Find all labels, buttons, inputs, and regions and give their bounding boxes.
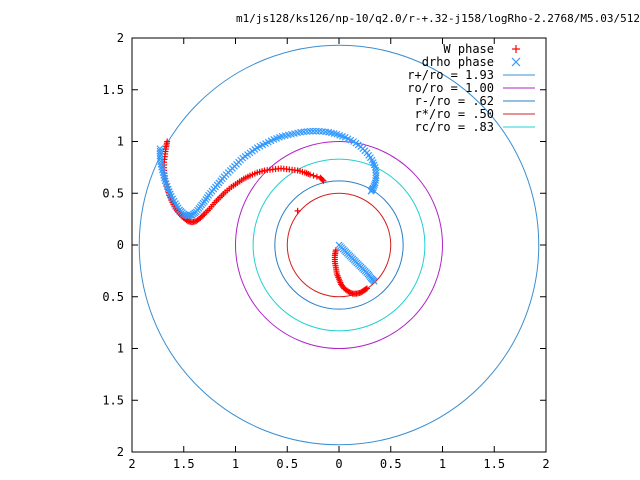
data-point <box>306 127 314 135</box>
y-tick-label: 1.5 <box>102 393 124 407</box>
data-point <box>312 127 320 135</box>
x-tick-label: 1 <box>439 457 446 471</box>
x-tick-label: 1 <box>232 457 239 471</box>
y-tick-label: 0.5 <box>102 290 124 304</box>
radius-circles <box>138 44 540 446</box>
data-series <box>156 127 380 297</box>
data-point <box>370 277 378 285</box>
y-tick-label: 1 <box>117 135 124 149</box>
legend-circle-label: r+/ro = 1.93 <box>407 68 494 82</box>
data-point <box>200 212 207 219</box>
series-0 <box>161 138 370 297</box>
circle-2 <box>274 180 404 310</box>
x-tick-label: 0.5 <box>380 457 402 471</box>
y-tick-label: 1.5 <box>102 83 124 97</box>
legend-circle-label: ro/ro = 1.00 <box>407 81 494 95</box>
y-tick-label: 0.5 <box>102 186 124 200</box>
data-point <box>156 152 164 160</box>
data-point <box>362 286 369 293</box>
data-point <box>348 289 355 296</box>
data-point <box>309 127 317 135</box>
y-tick-label: 2 <box>117 31 124 45</box>
data-point <box>346 289 353 296</box>
x-tick-label: 0.5 <box>276 457 298 471</box>
data-point <box>307 171 314 178</box>
legend-series-symbol <box>512 45 520 53</box>
y-tick-label: 1 <box>117 342 124 356</box>
legend-circle-label: r-/ro = .62 <box>415 94 494 108</box>
data-point <box>156 155 164 163</box>
data-point <box>294 207 301 214</box>
x-tick-label: 2 <box>542 457 549 471</box>
data-point <box>372 177 379 184</box>
circle-4 <box>252 158 426 332</box>
circle-0 <box>138 44 540 446</box>
data-point <box>310 172 317 179</box>
data-point <box>345 288 352 295</box>
legend-series-label: drho phase <box>422 55 494 69</box>
data-point <box>198 213 205 220</box>
chart-title: m1/js128/ks126/np-10/q2.0/r-+.32-j158/lo… <box>236 12 640 25</box>
circle-3 <box>286 192 392 298</box>
x-tick-label: 0 <box>335 457 342 471</box>
data-point <box>372 166 379 174</box>
x-tick-label: 1.5 <box>173 457 195 471</box>
data-point <box>197 215 204 222</box>
data-point <box>372 169 380 177</box>
legend-series-label: W phase <box>443 42 494 56</box>
x-tick-label: 1.5 <box>483 457 505 471</box>
data-point <box>367 187 375 195</box>
y-tick-label: 0 <box>117 238 124 252</box>
data-point <box>320 177 327 184</box>
legend-series-symbol <box>511 57 521 67</box>
circle-1 <box>235 141 443 349</box>
data-point <box>363 285 370 292</box>
data-point <box>371 163 379 171</box>
legend-circle-label: r*/ro = .50 <box>415 107 494 121</box>
legend-circle-label: rc/ro = .83 <box>415 120 494 134</box>
axis-ticks: 2 1.5 1 0.5 0 0.5 1 1.5 221.510.500.511.52 <box>102 31 549 471</box>
y-tick-label: 2 <box>117 445 124 459</box>
series-1 <box>156 127 380 285</box>
x-tick-label: 2 <box>128 457 135 471</box>
data-point <box>313 173 320 180</box>
data-point <box>319 176 326 183</box>
data-point <box>157 158 165 165</box>
